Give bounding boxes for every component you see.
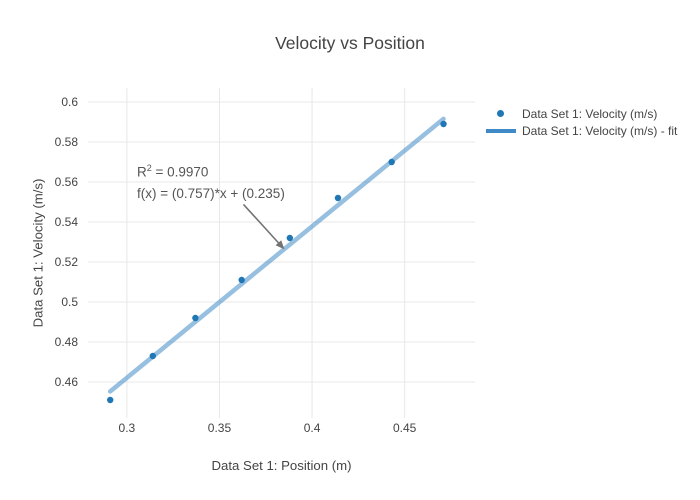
y-tick-label: 0.54 [54, 215, 78, 229]
fit-line[interactable] [107, 116, 446, 394]
chart-title: Velocity vs Position [275, 33, 425, 53]
legend-item-label: Data Set 1: Velocity (m/s) - fit [522, 123, 678, 138]
data-point[interactable] [388, 158, 395, 166]
y-tick-label: 0.6 [61, 95, 78, 109]
x-tick-label: 0.4 [303, 421, 321, 435]
y-tick-label: 0.48 [54, 335, 78, 349]
y-axis-title: Data Set 1: Velocity (m/s) [30, 178, 46, 328]
annotation-arrow [242, 203, 281, 246]
legend-item-fit[interactable]: Data Set 1: Velocity (m/s) - fit [483, 122, 677, 139]
data-point[interactable] [440, 120, 447, 128]
legend-line-glyph [485, 128, 516, 133]
data-point[interactable] [286, 234, 294, 242]
legend-item-label: Data Set 1: Velocity (m/s) [522, 106, 658, 121]
fit-equation-text: f(x) = (0.757)*x + (0.235) [137, 185, 285, 201]
y-tick-label: 0.58 [54, 135, 78, 149]
data-point[interactable] [334, 194, 342, 202]
x-tick-label: 0.45 [392, 421, 417, 435]
legend-item-velocity[interactable]: Data Set 1: Velocity (m/s) [483, 105, 677, 122]
data-point[interactable] [192, 314, 199, 322]
y-tick-label: 0.56 [54, 175, 78, 189]
data-point[interactable] [238, 276, 245, 284]
r-squared-text: R2 = 0.9970 [137, 163, 209, 180]
y-tick-label: 0.52 [54, 255, 78, 269]
legend-glyph-area [483, 110, 518, 117]
legend: Data Set 1: Velocity (m/s) Data Set 1: V… [483, 105, 677, 139]
x-axis-title: Data Set 1: Position (m) [211, 458, 352, 473]
x-tick-label: 0.3 [118, 421, 136, 435]
fit-annotation: R2 = 0.9970 f(x) = (0.757)*x + (0.235) [137, 158, 285, 204]
y-tick-label: 0.46 [54, 375, 78, 389]
x-tick-label: 0.35 [207, 421, 232, 435]
annotation-arrowhead [275, 240, 285, 250]
legend-glyph-area [483, 128, 518, 133]
data-point[interactable] [149, 352, 157, 360]
legend-marker-glyph [497, 110, 504, 117]
y-tick-label: 0.5 [61, 295, 78, 309]
data-point[interactable] [107, 396, 114, 404]
